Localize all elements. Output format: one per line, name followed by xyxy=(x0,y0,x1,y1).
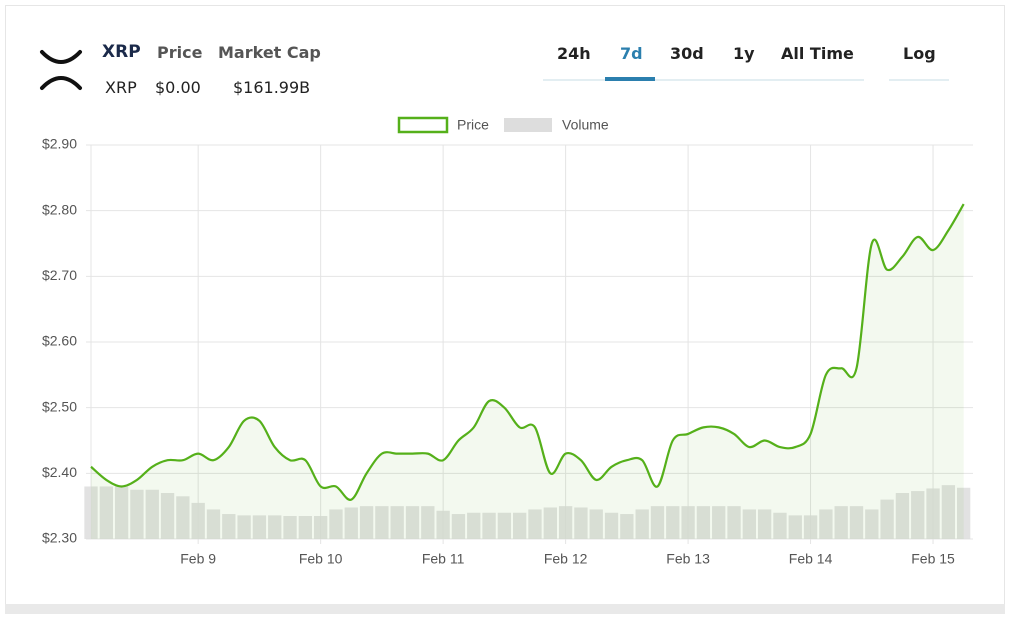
volume-bar xyxy=(84,486,98,539)
volume-bar xyxy=(727,506,741,539)
volume-bar xyxy=(574,507,588,539)
volume-bar xyxy=(513,512,527,539)
volume-bar xyxy=(712,506,726,539)
y-tick-label: $2.60 xyxy=(42,333,77,349)
volume-bar xyxy=(604,512,619,539)
x-tick-label: Feb 9 xyxy=(180,551,216,567)
legend-swatch xyxy=(504,118,552,132)
volume-bar xyxy=(206,509,221,539)
volume-bar xyxy=(467,512,481,539)
volume-bar xyxy=(99,486,113,539)
legend-label: Price xyxy=(457,117,489,133)
volume-bar xyxy=(742,509,756,539)
volume-bar xyxy=(849,506,864,539)
volume-bar xyxy=(329,509,343,539)
footer-bar xyxy=(5,604,1005,614)
volume-bar xyxy=(283,516,297,539)
volume-bar xyxy=(819,509,833,539)
log-toggle[interactable]: Log xyxy=(903,44,936,63)
tab-underline xyxy=(543,79,864,81)
volume-bar xyxy=(666,506,680,539)
price-value: $0.00 xyxy=(155,78,201,97)
price-area xyxy=(91,204,964,539)
volume-bar xyxy=(528,509,542,539)
volume-bar xyxy=(268,515,282,539)
y-tick-label: $2.70 xyxy=(42,267,77,283)
x-tick-label: Feb 13 xyxy=(666,551,710,567)
volume-bar xyxy=(252,515,267,539)
volume-bar xyxy=(911,491,925,539)
volume-bar xyxy=(757,509,772,539)
volume-bar xyxy=(696,506,711,539)
volume-bar xyxy=(926,488,940,539)
volume-bar xyxy=(620,514,634,539)
price-line xyxy=(90,203,965,501)
tab-underline xyxy=(889,79,949,81)
volume-bar xyxy=(451,514,466,539)
x-tick-label: Feb 14 xyxy=(789,551,833,567)
coin-symbol: XRP xyxy=(105,78,137,97)
volume-bar xyxy=(344,507,358,539)
x-tick-label: Feb 15 xyxy=(911,551,955,567)
volume-bar xyxy=(497,512,512,539)
volume-bar xyxy=(313,516,328,539)
price-label: Price xyxy=(157,43,203,62)
volume-bar xyxy=(176,496,190,539)
volume-bar xyxy=(543,507,557,539)
volume-bar xyxy=(635,509,649,539)
volume-bar xyxy=(436,510,450,539)
x-tick-label: Feb 11 xyxy=(422,551,465,567)
volume-bar xyxy=(589,509,603,539)
volume-bar xyxy=(895,493,910,539)
volume-bar xyxy=(788,515,802,539)
volume-bar xyxy=(405,506,420,539)
y-tick-label: $2.80 xyxy=(42,201,77,217)
tab[interactable]: 1y xyxy=(733,44,755,63)
volume-bar xyxy=(880,499,894,539)
coin-name: XRP xyxy=(102,42,141,62)
volume-bar xyxy=(191,502,205,539)
volume-bar xyxy=(558,506,573,539)
x-tick-label: Feb 10 xyxy=(299,551,343,567)
volume-bar xyxy=(222,514,236,539)
x-tick-label: Feb 12 xyxy=(544,551,588,567)
y-tick-label: $2.30 xyxy=(42,530,77,546)
volume-bar xyxy=(298,516,312,539)
volume-bar xyxy=(681,506,695,539)
xrp-logo xyxy=(40,50,82,90)
active-tab-indicator xyxy=(605,77,655,81)
volume-bar xyxy=(482,512,496,539)
volume-bar xyxy=(390,506,404,539)
volume-bar xyxy=(803,515,818,539)
volume-bar xyxy=(114,486,129,539)
market-cap-label: Market Cap xyxy=(218,43,321,62)
volume-bar xyxy=(957,487,971,539)
market-cap-value: $161.99B xyxy=(233,78,311,97)
tab[interactable]: 24h xyxy=(557,44,591,63)
volume-bar xyxy=(145,489,159,539)
volume-bar xyxy=(359,506,374,539)
volume-bar xyxy=(160,493,175,539)
tab[interactable]: All Time xyxy=(781,44,854,63)
volume-bar xyxy=(773,512,787,539)
legend-label: Volume xyxy=(562,117,609,133)
volume-bar xyxy=(941,485,956,539)
y-tick-label: $2.40 xyxy=(42,464,77,480)
tab[interactable]: 30d xyxy=(670,44,704,63)
volume-bar xyxy=(237,515,251,539)
volume-bar xyxy=(421,506,435,539)
y-tick-label: $2.90 xyxy=(42,136,77,152)
volume-bar xyxy=(865,509,879,539)
legend-swatch xyxy=(397,116,449,134)
volume-bar xyxy=(650,506,665,539)
volume-bar xyxy=(375,506,389,539)
y-tick-label: $2.50 xyxy=(42,398,77,414)
tab[interactable]: 7d xyxy=(620,44,643,63)
volume-bar xyxy=(130,489,144,539)
volume-bar xyxy=(834,506,848,539)
